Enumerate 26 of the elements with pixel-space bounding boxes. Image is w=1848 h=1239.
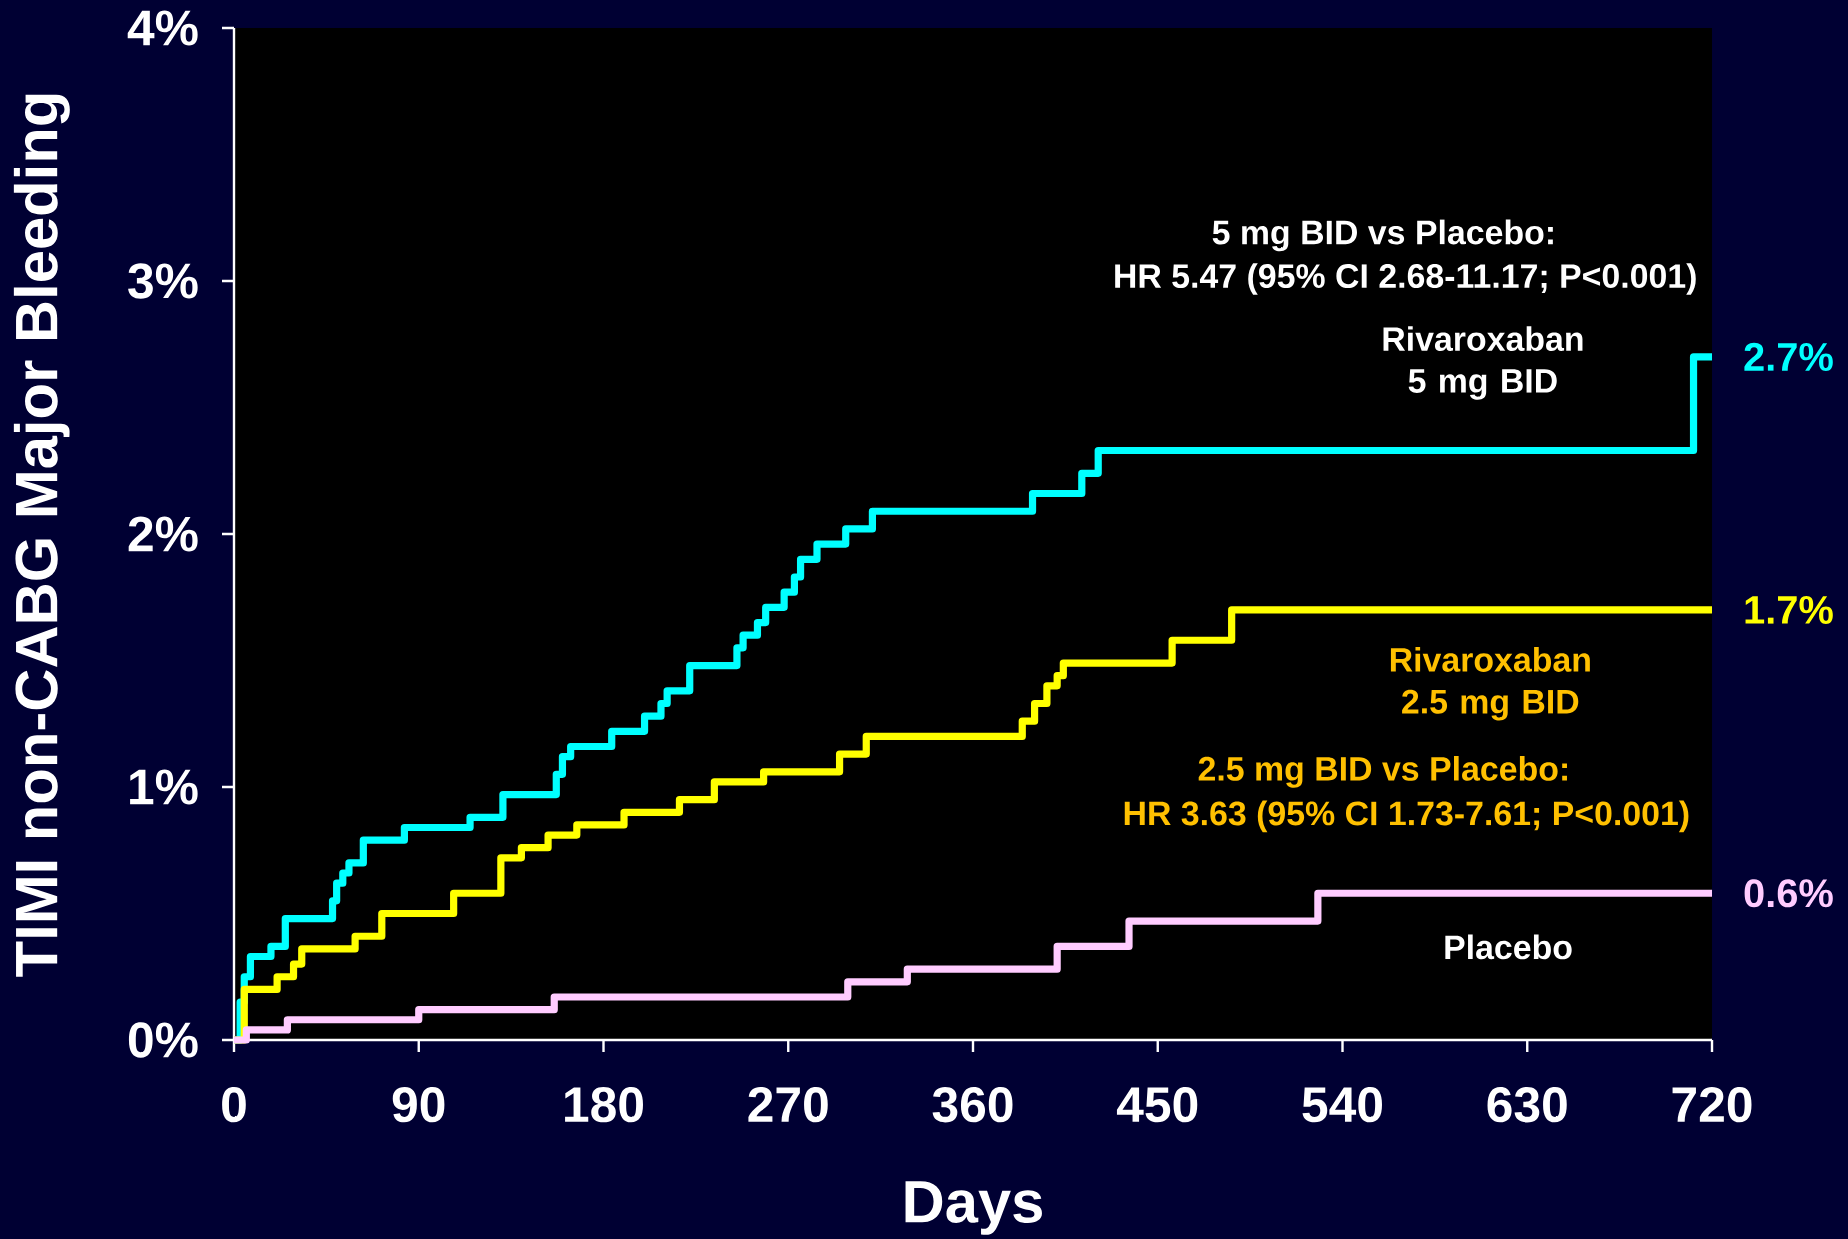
series-label: Rivaroxaban 5 mg BID xyxy=(1383,326,1583,400)
x-tick-label: 0 xyxy=(222,1087,246,1123)
y-tick-label: 3% xyxy=(128,263,198,299)
annotation: 5 mg BID vs Placebo: xyxy=(1212,219,1553,252)
x-tick-label: 720 xyxy=(1672,1087,1752,1123)
y-tick-label: 1% xyxy=(130,769,198,805)
x-tick-label: 540 xyxy=(1302,1087,1382,1123)
annotation: HR 5.47 (95% CI 2.68-11.17; P<0.001) xyxy=(1115,263,1696,295)
series-label: Rivaroxaban 2.5 mg BID xyxy=(1390,647,1590,721)
series-label: Placebo xyxy=(1445,934,1572,960)
y-tick-label: 0% xyxy=(128,1022,198,1058)
annotation: 2.5 mg BID vs Placebo: xyxy=(1198,755,1567,788)
x-axis-title: Days xyxy=(905,1181,1042,1235)
x-tick-label: 360 xyxy=(932,1087,1013,1123)
x-tick-label: 630 xyxy=(1487,1087,1567,1123)
y-axis-title: TIMI non-CABG Major Bleeding xyxy=(13,94,70,977)
data-label: 1.7% xyxy=(1745,595,1833,624)
x-tick-label: 270 xyxy=(748,1087,828,1123)
data-label: 2.7% xyxy=(1744,342,1833,371)
x-tick-label: 180 xyxy=(565,1087,643,1123)
x-tick-label: 90 xyxy=(392,1087,445,1123)
annotation: HR 3.63 (95% CI 1.73-7.61; P<0.001) xyxy=(1124,800,1689,833)
y-tick-label: 2% xyxy=(128,516,198,552)
data-label: 0.6% xyxy=(1744,879,1833,908)
x-tick-label: 450 xyxy=(1116,1087,1198,1123)
y-tick-label: 4% xyxy=(127,10,198,46)
